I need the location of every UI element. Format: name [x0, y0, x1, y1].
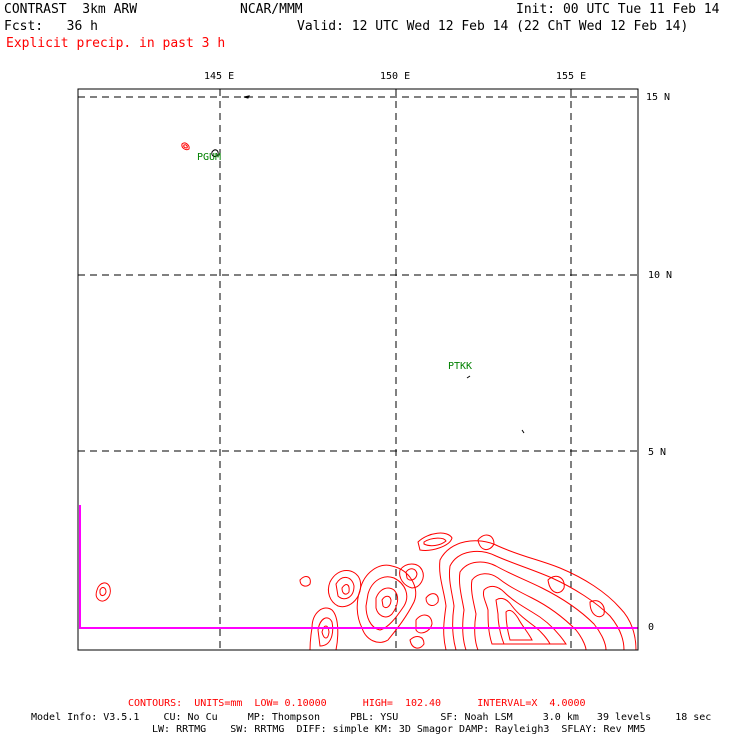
station-pgum: PGUM: [197, 152, 222, 163]
field-title: Explicit precip. in past 3 h: [6, 36, 226, 51]
precip-contours: [95, 142, 637, 651]
org-title: NCAR/MMM: [240, 2, 303, 17]
valid-time: Valid: 12 UTC Wed 12 Feb 14 (22 ChT Wed …: [297, 19, 689, 34]
lat-label-0: 0: [648, 622, 655, 633]
lat-label-10n: 10 N: [648, 270, 673, 281]
contour-info: CONTOURS: UNITS=mm LOW= 0.10000 HIGH= 10…: [128, 698, 586, 709]
map-frame: [77, 88, 639, 651]
init-time: Init: 00 UTC Tue 11 Feb 14: [516, 2, 720, 17]
lon-label-150: 150 E: [380, 71, 411, 82]
station-ptkk: PTKK: [448, 361, 473, 372]
island-outlines: [211, 95, 525, 434]
model-info-line1: Model Info: V3.5.1 CU: No Cu MP: Thompso…: [31, 712, 712, 723]
grid-lines: [78, 89, 638, 650]
lon-label-155: 155 E: [556, 71, 587, 82]
forecast-hour: Fcst: 36 h: [4, 19, 98, 34]
model-info-line2: LW: RRTMG SW: RRTMG DIFF: simple KM: 3D …: [152, 724, 646, 735]
lon-label-145: 145 E: [204, 71, 235, 82]
domain-boundary: [79, 505, 638, 629]
lat-label-5n: 5 N: [648, 447, 667, 458]
model-title: CONTRAST 3km ARW: [4, 2, 138, 17]
lat-label-15n: 15 N: [646, 92, 671, 103]
